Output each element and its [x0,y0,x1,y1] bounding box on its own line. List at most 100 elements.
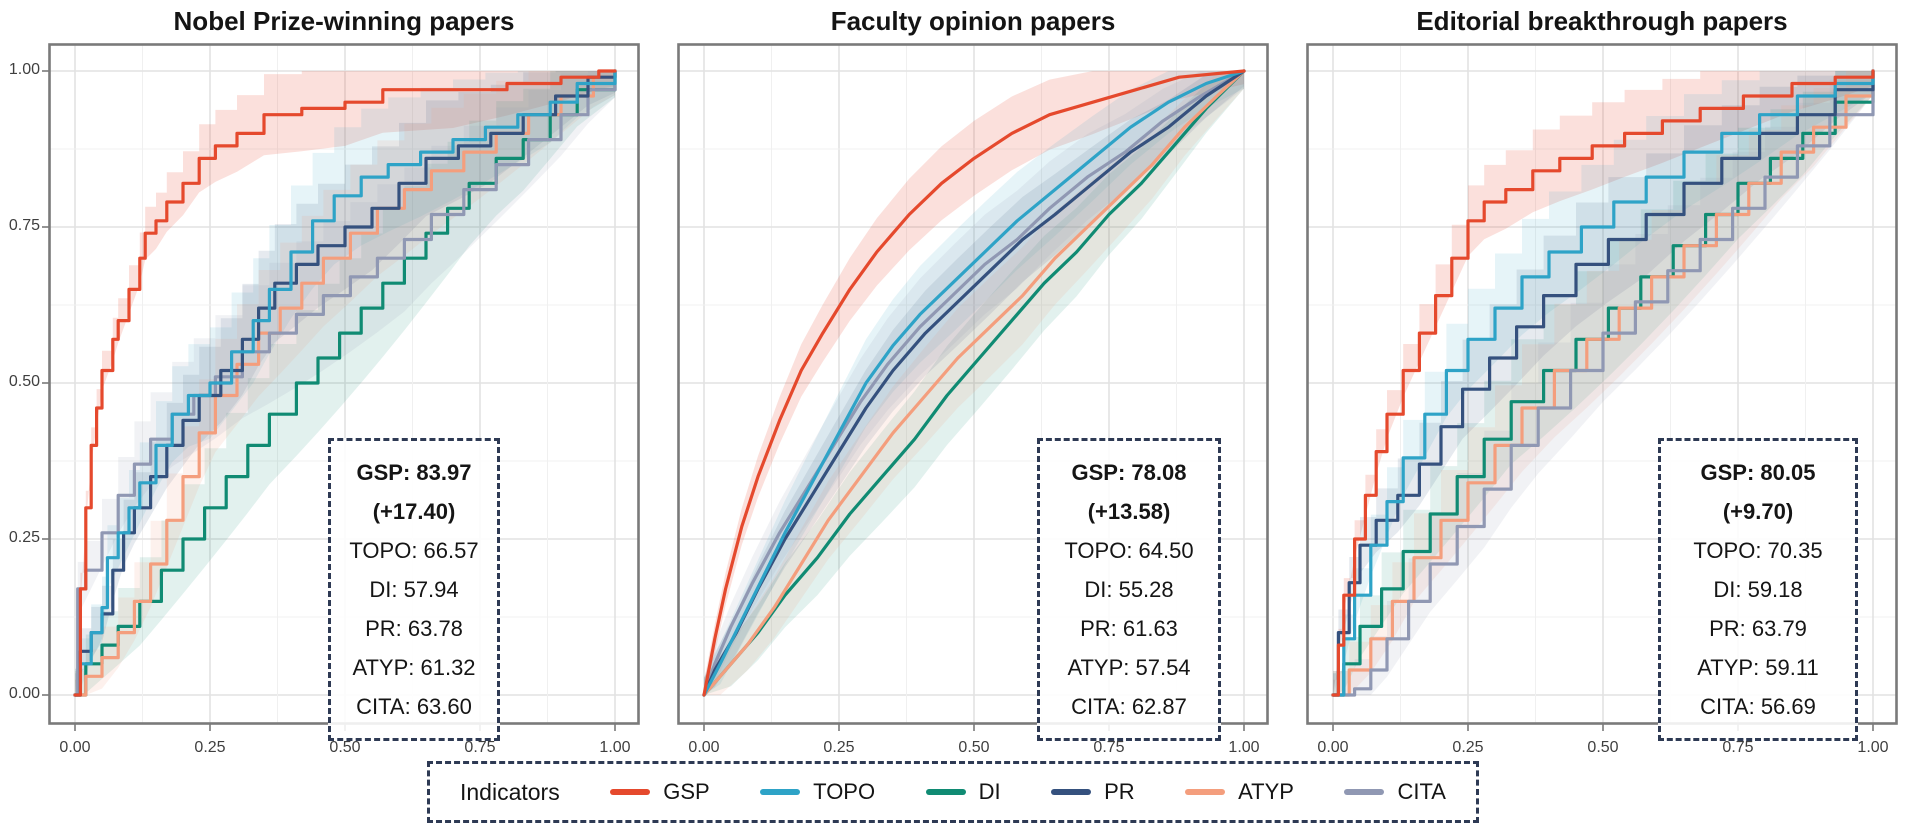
auc-line: (+13.58) [1087,499,1171,524]
curve-topo [702,69,1246,697]
curve-cita [73,69,617,697]
band-di [1333,71,1873,695]
legend-name: PR [1104,779,1135,804]
panel-border [677,43,1269,725]
legend: Indicators GSP TOPO DI PR ATYP CITA [427,761,1479,823]
legend-item-di: DI [925,779,1001,805]
auc-line: DI: 57.94 [369,577,459,602]
auc-line: PR: 61.63 [1080,616,1178,641]
auc-line: GSP: 80.05 [1700,460,1816,485]
auc-line: ATYP: 59.11 [1697,655,1819,680]
confidence-bands [704,71,1244,695]
curve-topo [73,69,617,697]
x-tick-label: 0.50 [1587,739,1619,756]
x-tick-label: 1.00 [1857,739,1889,756]
x-tick-label: 0.50 [958,739,990,756]
roc-curves [702,69,1246,697]
panel-border [1306,43,1898,725]
roc-curves [1331,69,1875,697]
auc-line: CITA: 62.87 [1071,694,1187,719]
auc-line: (+17.40) [372,499,456,524]
legend-name: CITA [1397,779,1446,804]
legend-item-topo: TOPO [760,779,875,805]
legend-item-cita: CITA [1344,779,1446,805]
y-tick-label: 0.75 [8,217,40,234]
legend-swatch-topo-icon [760,789,801,795]
x-tick-label: 0.75 [464,739,496,756]
panel-title: Faculty opinion papers [830,6,1116,36]
legend-swatch-atyp-icon [1185,789,1226,795]
x-tick-label: 0.00 [1317,739,1349,756]
band-cita [1333,71,1873,695]
auc-line: TOPO: 66.57 [349,538,479,563]
auc-line: ATYP: 57.54 [1067,655,1191,680]
band-di [75,71,615,695]
roc-panel-faculty: Faculty opinion papers GSP: 78.08 (+13.58… [677,6,1269,756]
y-tick-label: 0.25 [8,529,40,546]
curve-cita [702,69,1246,697]
auc-line: DI: 59.18 [1713,577,1803,602]
auc-line: ATYP: 61.32 [352,655,476,680]
legend-name: GSP [663,779,710,804]
auc-annotation-box: GSP: 83.97 (+17.40) TOPO: 66.57 DI: 57.94 PR… [328,438,500,741]
band-di [704,71,1244,695]
legend-item-pr: PR [1051,779,1135,805]
auc-line: DI: 55.28 [1084,577,1174,602]
y-tick-label: 1.00 [8,61,40,78]
band-cita [75,71,615,695]
curve-gsp [73,69,617,697]
panel-title: Editorial breakthrough papers [1416,6,1788,36]
auc-line: CITA: 63.60 [356,694,472,719]
y-tick-label: 0.00 [8,685,40,702]
curve-atyp [702,69,1246,697]
x-tick-label: 0.50 [329,739,361,756]
roc-curves [73,69,617,697]
legend-name: DI [978,779,1001,804]
legend-swatch-di-icon [925,789,966,795]
legend-swatch-gsp-icon [610,789,651,795]
curve-pr [73,69,617,697]
y-tick-label: 0.50 [8,373,40,390]
legend-swatch-pr-icon [1051,789,1092,795]
panel-title: Nobel Prize-winning papers [173,6,515,36]
auc-annotation-box: GSP: 78.08 (+13.58) TOPO: 64.50 DI: 55.28 PR… [1037,438,1221,741]
x-tick-label: 0.25 [194,739,226,756]
roc-plot-faculty [677,43,1269,731]
auc-line: (+9.70) [1722,499,1794,524]
band-atyp [1333,71,1873,695]
legend-name: ATYP [1238,779,1294,804]
curve-gsp [1331,69,1875,697]
band-atyp [704,71,1244,695]
auc-line: PR: 63.78 [365,616,463,641]
curve-di [702,69,1246,697]
x-tick-label: 0.75 [1722,739,1754,756]
roc-panel-nobel: Nobel Prize-winning papers GSP: 83.97 (+1… [9,6,640,756]
x-tick-label: 0.00 [688,739,720,756]
x-tick-label: 0.00 [59,739,91,756]
auc-line: TOPO: 64.50 [1064,538,1194,563]
roc-panel-editorial: Editorial breakthrough papers GSP: 80.05… [1306,6,1898,756]
legend-title: Indicators [460,778,560,805]
legend-swatch-cita-icon [1344,789,1385,795]
x-tick-label: 1.00 [599,739,631,756]
curve-gsp [702,69,1246,697]
auc-line: TOPO: 70.35 [1693,538,1823,563]
legend-item-gsp: GSP [610,779,710,805]
band-gsp [704,71,1244,695]
auc-annotation-box: GSP: 80.05 (+9.70) TOPO: 70.35 DI: 59.18 PR:… [1658,438,1858,741]
x-tick-label: 0.25 [823,739,855,756]
x-tick-label: 0.25 [1452,739,1484,756]
legend-item-atyp: ATYP [1185,779,1294,805]
auc-line: GSP: 83.97 [356,460,472,485]
band-topo [1333,71,1873,695]
legend-name: TOPO [813,779,876,804]
roc-plot-editorial [1306,43,1898,731]
auc-line: PR: 63.79 [1709,616,1807,641]
x-tick-label: 0.75 [1093,739,1125,756]
curve-cita [1331,69,1875,697]
auc-line: CITA: 56.69 [1700,694,1816,719]
curve-topo [1331,69,1875,697]
x-tick-label: 1.00 [1228,739,1260,756]
auc-line: GSP: 78.08 [1071,460,1187,485]
